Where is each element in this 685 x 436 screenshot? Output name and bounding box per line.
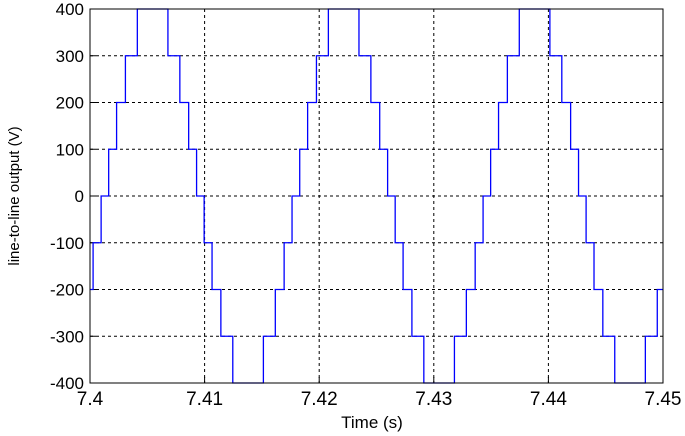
y-tick-label: 100	[56, 140, 84, 159]
y-tick-label: 400	[56, 0, 84, 19]
x-tick-label: 7.44	[530, 389, 567, 410]
y-tick-label: 0	[75, 187, 84, 206]
y-tick-label: -200	[50, 281, 84, 300]
y-tick-label: -300	[50, 327, 84, 346]
y-tick-label: -100	[50, 234, 84, 253]
x-tick-label: 7.41	[186, 389, 223, 410]
x-tick-label: 7.4	[77, 389, 104, 410]
x-axis-label: Time (s)	[341, 413, 403, 432]
x-tick-label: 7.45	[645, 389, 682, 410]
y-tick-label: -400	[50, 374, 84, 393]
data-line	[90, 8, 663, 384]
plot-frame	[89, 8, 664, 384]
y-tick-label: 200	[56, 94, 84, 113]
y-tick-label: 300	[56, 47, 84, 66]
x-tick-label: 7.43	[415, 389, 452, 410]
y-axis-label: line-to-line output (V)	[6, 126, 23, 265]
x-tick-label: 7.42	[301, 389, 338, 410]
